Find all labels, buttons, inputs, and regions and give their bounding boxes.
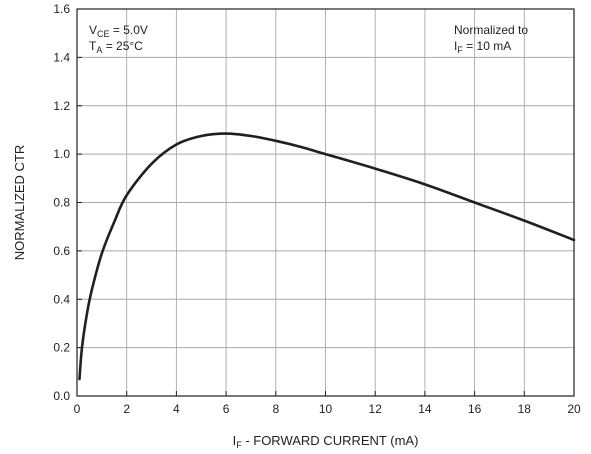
annotation-vce-value: = 5.0V bbox=[110, 23, 148, 37]
annotation-ta-symbol: T bbox=[89, 39, 97, 53]
annotation-vce-symbol: V bbox=[89, 23, 97, 37]
y-tick-label: 1.4 bbox=[53, 50, 70, 64]
grid-lines bbox=[77, 9, 574, 396]
x-axis-title-text: - FORWARD CURRENT (mA) bbox=[242, 433, 419, 448]
series-layer bbox=[78, 132, 576, 381]
annotation-if-reference: IF = 10 mA bbox=[454, 39, 511, 55]
y-tick-label: 1.0 bbox=[53, 147, 70, 161]
y-tick-label: 0.4 bbox=[53, 292, 70, 306]
x-axis-title-subscript: F bbox=[236, 440, 242, 450]
y-tick-label: 0.0 bbox=[53, 389, 70, 403]
y-tick-label: 1.2 bbox=[53, 99, 70, 113]
x-tick-label: 12 bbox=[369, 402, 383, 416]
x-axis-title-symbol: I bbox=[233, 433, 237, 448]
y-tick-label: 0.2 bbox=[53, 341, 70, 355]
x-axis-title: IF - FORWARD CURRENT (mA) bbox=[233, 433, 419, 450]
annotation-if-value: = 10 mA bbox=[463, 39, 511, 53]
annotation-if-symbol: I bbox=[454, 39, 457, 53]
annotation-normalized-to: Normalized to bbox=[454, 23, 528, 37]
annotation-vce-subscript: CE bbox=[97, 29, 110, 39]
x-tick-label: 4 bbox=[173, 402, 180, 416]
axis-ticks: 0 2 4 6 8 10 12 14 16 18 20 0.0 0.2 0.4 0.6 0.8 1.0 1.2 1.… bbox=[53, 2, 581, 416]
y-tick-label: 0.8 bbox=[53, 196, 70, 210]
x-tick-label: 0 bbox=[74, 402, 81, 416]
annotation-ta-value: = 25°C bbox=[102, 39, 143, 53]
y-tick-label: 1.6 bbox=[53, 2, 70, 16]
x-tick-label: 6 bbox=[223, 402, 230, 416]
series-line-normalized-ctr bbox=[78, 132, 576, 381]
x-tick-label: 20 bbox=[567, 402, 581, 416]
x-tick-label: 18 bbox=[518, 402, 532, 416]
x-tick-label: 14 bbox=[418, 402, 432, 416]
y-axis-title: NORMALIZED CTR bbox=[12, 145, 27, 261]
x-tick-label: 8 bbox=[272, 402, 279, 416]
y-tick-label: 0.6 bbox=[53, 244, 70, 258]
y-axis-title-group: NORMALIZED CTR bbox=[12, 145, 27, 261]
annotation-ta: TA = 25°C bbox=[89, 39, 143, 55]
annotation-normalized-to-text: Normalized to bbox=[454, 23, 528, 37]
x-tick-label: 2 bbox=[123, 402, 130, 416]
annotation-if-subscript: F bbox=[457, 45, 463, 55]
x-tick-label: 16 bbox=[468, 402, 482, 416]
annotation-ta-subscript: A bbox=[96, 45, 102, 55]
x-tick-label: 10 bbox=[319, 402, 333, 416]
annotation-vce: VCE = 5.0V bbox=[89, 23, 148, 39]
